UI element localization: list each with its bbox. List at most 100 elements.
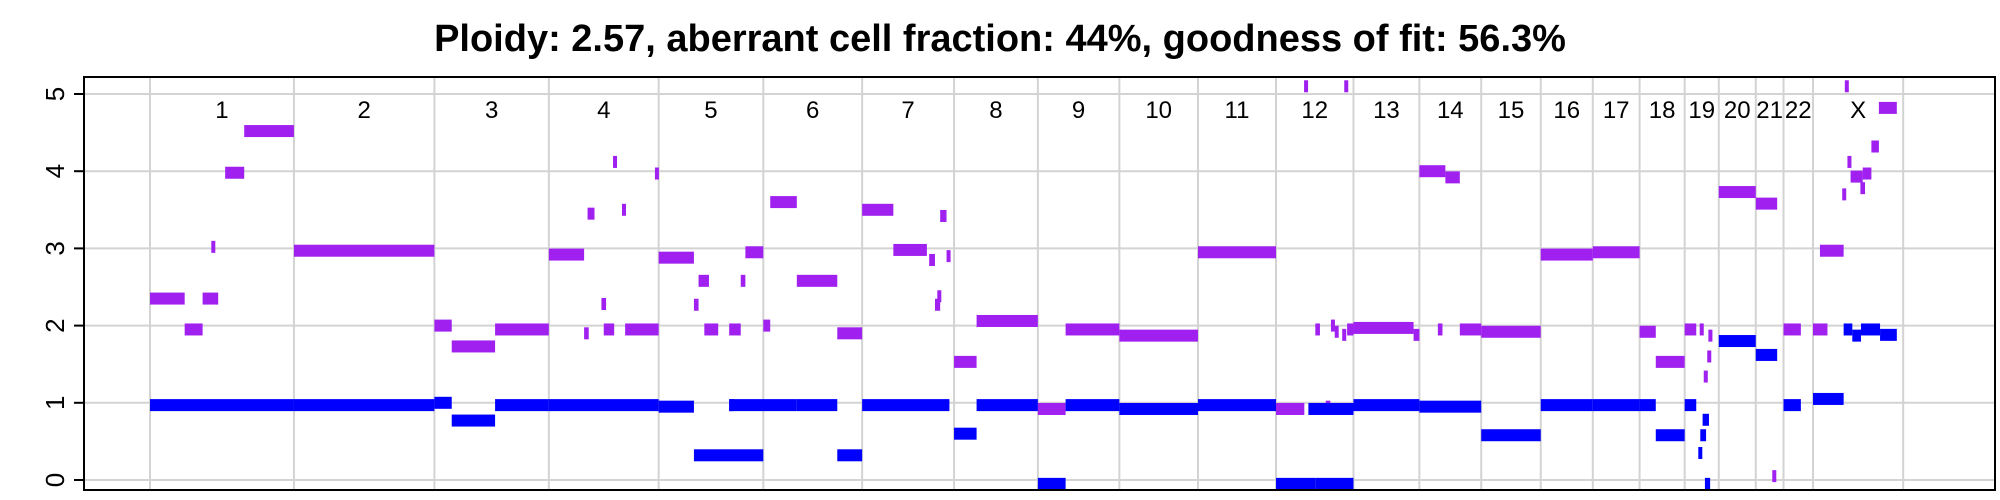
total-segment [1862, 167, 1872, 180]
minor-segment [150, 399, 294, 412]
chromosome-label-6: 6 [806, 97, 819, 124]
minor-segment [1755, 348, 1778, 361]
minor-segment [954, 427, 977, 440]
plot-frame [83, 76, 1996, 491]
total-segment [893, 243, 927, 256]
total-segment [976, 314, 1038, 327]
total-segment [937, 290, 942, 303]
total-segment [1703, 370, 1708, 383]
total-segment [1847, 155, 1852, 168]
total-segment [658, 251, 694, 264]
chromosome-label-16: 16 [1553, 97, 1580, 124]
chromosome-label-2: 2 [357, 97, 370, 124]
total-segment [1813, 323, 1828, 336]
total-segment [862, 203, 894, 216]
total-segment [740, 274, 746, 287]
total-segment [184, 323, 203, 336]
total-segment [1481, 325, 1541, 338]
y-tick-label: 1 [40, 396, 70, 410]
total-segment [603, 323, 615, 336]
total-segment [211, 240, 216, 253]
chromosome-label-X: X [1850, 97, 1866, 124]
minor-segment [1065, 399, 1120, 412]
total-segment [1708, 329, 1713, 342]
total-segment [1419, 165, 1446, 178]
chromosome-label-11: 11 [1225, 97, 1250, 124]
chromosome-label-5: 5 [704, 97, 717, 124]
chromosome-label-15: 15 [1498, 97, 1525, 124]
total-segment [1860, 182, 1866, 195]
minor-segment [1698, 446, 1703, 459]
total-segment [698, 274, 709, 287]
total-segment [796, 274, 838, 287]
total-segment [654, 167, 659, 180]
chromosome-label-20: 20 [1724, 97, 1751, 124]
total-segment [745, 246, 764, 259]
minor-segment [1718, 335, 1756, 348]
total-segment [202, 292, 219, 305]
minor-segment [1702, 413, 1709, 426]
minor-segment [1704, 477, 1711, 490]
total-segment [1639, 325, 1656, 338]
minor-segment [495, 399, 549, 412]
chromosome-labels: 1 2 3 4 5 6 7 8 9 10 11 12 13 14 15 16 17 18 19 20 21 22 X [215, 97, 1866, 124]
total-segment [1413, 328, 1420, 341]
y-tick-label: 0 [40, 473, 70, 487]
total-segment [225, 166, 245, 179]
total-segment [1353, 321, 1414, 334]
total-segment [946, 250, 951, 263]
total-segment [729, 323, 741, 336]
minor-segment [1481, 429, 1541, 442]
total-segment [1842, 188, 1847, 201]
chart-title: Ploidy: 2.57, aberrant cell fraction: 44… [434, 18, 1566, 60]
minor-segment [976, 399, 1038, 412]
chromosome-label-14: 14 [1437, 97, 1464, 124]
minor-segment [796, 399, 838, 412]
chromosome-label-22: 22 [1785, 97, 1812, 124]
total-segment [613, 155, 618, 168]
minor-copy-number-series [150, 323, 1897, 490]
y-tick-label: 5 [40, 87, 70, 101]
minor-segment [1197, 399, 1277, 412]
total-segment [1119, 329, 1198, 342]
total-segment [150, 292, 185, 305]
minor-segment [1037, 477, 1066, 490]
total-segment [1540, 248, 1593, 261]
minor-segment [1852, 329, 1861, 342]
minor-segment [729, 399, 797, 412]
minor-segment [1880, 328, 1897, 341]
total-segment [1344, 80, 1349, 93]
chromosome-label-3: 3 [485, 97, 498, 124]
total-segment [1819, 244, 1844, 257]
total-segment [1330, 319, 1335, 332]
total-segment [1347, 323, 1354, 336]
minor-segment [693, 449, 764, 462]
y-tick-label: 4 [40, 164, 70, 178]
total-segment [837, 327, 863, 340]
minor-segment [1639, 399, 1656, 412]
chromosome-label-10: 10 [1145, 97, 1172, 124]
minor-segment [293, 399, 435, 412]
minor-segment [658, 400, 694, 413]
minor-segment [1813, 392, 1844, 405]
total-segment [548, 248, 585, 261]
total-segment [1445, 171, 1460, 184]
total-segment [1334, 325, 1339, 338]
y-axis: 0 1 2 3 4 5 [40, 87, 84, 487]
total-segment [929, 253, 935, 266]
total-segment [704, 323, 719, 336]
total-segment [434, 319, 452, 332]
minor-segment [1119, 402, 1198, 415]
minor-segment [1353, 399, 1420, 412]
chromosome-label-21: 21 [1756, 97, 1783, 124]
total-segment [1878, 101, 1897, 114]
minor-segment [1315, 477, 1354, 490]
total-segment [1197, 246, 1277, 259]
total-segment [625, 323, 659, 336]
total-segment [451, 340, 496, 353]
chromosome-label-7: 7 [901, 97, 914, 124]
chromosome-label-8: 8 [989, 97, 1002, 124]
minor-segment [1419, 400, 1482, 413]
total-segment [1850, 170, 1863, 183]
